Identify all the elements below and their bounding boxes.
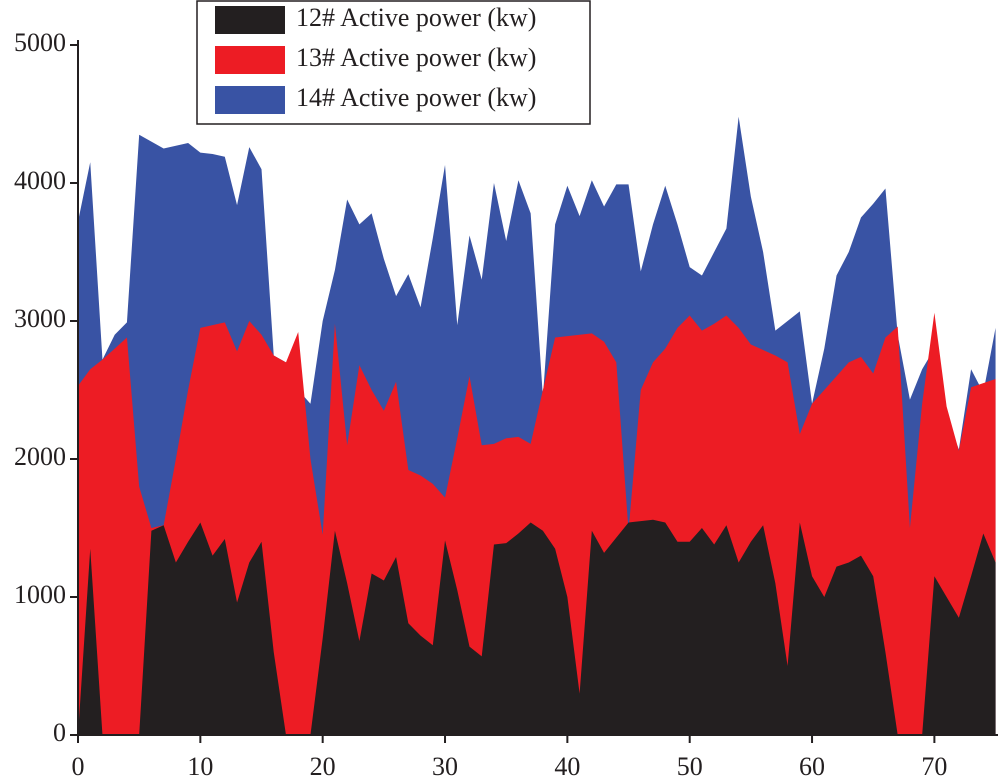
x-tick-label: 30 <box>432 752 458 781</box>
x-tick-label: 40 <box>554 752 580 781</box>
legend-label: 12# Active power (kw) <box>296 3 536 32</box>
y-tick-label: 2000 <box>14 442 66 471</box>
legend-swatch <box>215 86 285 114</box>
y-tick-label: 3000 <box>14 304 66 333</box>
y-tick-label: 5000 <box>14 28 66 57</box>
y-tick-label: 4000 <box>14 166 66 195</box>
x-tick-label: 10 <box>187 752 213 781</box>
x-tick-label: 50 <box>677 752 703 781</box>
y-tick-label: 1000 <box>14 580 66 609</box>
x-tick-label: 0 <box>72 752 85 781</box>
legend-swatch <box>215 6 285 34</box>
x-tick-label: 60 <box>799 752 825 781</box>
x-tick-label: 20 <box>310 752 336 781</box>
area <box>78 519 996 735</box>
legend-swatch <box>215 46 285 74</box>
y-tick-label: 0 <box>53 718 66 747</box>
x-tick-label: 70 <box>921 752 947 781</box>
legend-label: 14# Active power (kw) <box>296 83 536 112</box>
legend-label: 13# Active power (kw) <box>296 43 536 72</box>
